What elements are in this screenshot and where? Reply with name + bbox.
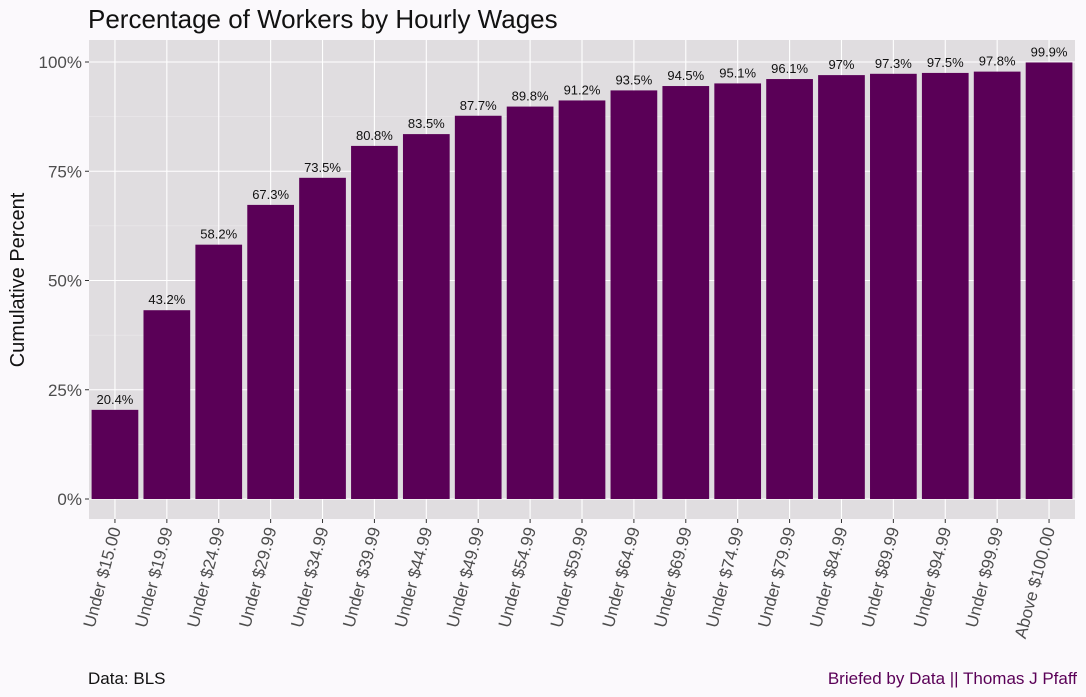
y-tick-label: 100% bbox=[39, 53, 82, 72]
bar bbox=[610, 90, 658, 499]
bar bbox=[662, 86, 710, 499]
bar-value-label: 97.5% bbox=[927, 55, 964, 70]
x-tick-label: Under $34.99 bbox=[287, 525, 332, 629]
x-tick-label: Under $29.99 bbox=[235, 525, 280, 629]
x-tick-label: Under $59.99 bbox=[547, 525, 592, 629]
x-tick-label: Under $89.99 bbox=[858, 525, 903, 629]
y-tick-label: 0% bbox=[57, 490, 82, 509]
bar-value-label: 43.2% bbox=[148, 292, 185, 307]
bar-value-label: 80.8% bbox=[356, 128, 393, 143]
bar bbox=[506, 106, 554, 499]
bar-value-label: 73.5% bbox=[304, 160, 341, 175]
x-tick-label: Under $54.99 bbox=[495, 525, 540, 629]
bar bbox=[714, 83, 762, 500]
bar-value-label: 20.4% bbox=[97, 392, 134, 407]
bar bbox=[91, 409, 139, 499]
bar bbox=[402, 134, 450, 500]
x-tick-label: Under $15.00 bbox=[80, 525, 125, 629]
x-tick-label: Under $49.99 bbox=[443, 525, 488, 629]
x-tick-label: Under $44.99 bbox=[391, 525, 436, 629]
bar bbox=[818, 75, 865, 500]
y-axis-title: Cumulative Percent bbox=[7, 192, 29, 367]
x-tick-label: Under $19.99 bbox=[132, 525, 177, 629]
bar bbox=[143, 310, 191, 499]
y-tick-label: 50% bbox=[48, 272, 82, 291]
bar bbox=[558, 100, 606, 500]
bar bbox=[247, 204, 294, 500]
bar-value-label: 94.5% bbox=[667, 68, 704, 83]
x-tick-label: Under $69.99 bbox=[651, 525, 696, 629]
x-tick-label: Under $79.99 bbox=[754, 525, 799, 629]
chart-title: Percentage of Workers by Hourly Wages bbox=[88, 4, 558, 34]
bar-value-label: 67.3% bbox=[252, 187, 289, 202]
y-tick-label: 25% bbox=[48, 381, 82, 400]
bar-value-label: 93.5% bbox=[615, 72, 652, 87]
x-tick-label: Under $24.99 bbox=[184, 525, 229, 629]
bar-value-label: 58.2% bbox=[200, 227, 237, 242]
bar-value-label: 87.7% bbox=[460, 98, 497, 113]
bar bbox=[351, 145, 398, 500]
bar-value-label: 89.8% bbox=[512, 89, 549, 104]
bar-value-label: 91.2% bbox=[564, 82, 601, 97]
bar bbox=[921, 72, 969, 500]
x-tick-label: Under $84.99 bbox=[806, 525, 851, 629]
bar bbox=[299, 177, 346, 499]
bar bbox=[766, 79, 813, 499]
x-tick-label: Under $94.99 bbox=[910, 525, 955, 629]
bar-value-label: 83.5% bbox=[408, 116, 445, 131]
x-tick-label: Under $64.99 bbox=[599, 525, 644, 629]
bar-value-label: 96.1% bbox=[771, 61, 808, 76]
bar bbox=[870, 73, 917, 499]
x-tick-label: Under $99.99 bbox=[962, 525, 1007, 629]
y-tick-label: 75% bbox=[48, 162, 82, 181]
bar-value-label: 95.1% bbox=[719, 65, 756, 80]
bar-value-label: 97.8% bbox=[979, 54, 1016, 69]
bar bbox=[454, 115, 502, 499]
x-tick-label: Under $74.99 bbox=[703, 525, 748, 629]
credit-caption: Briefed by Data || Thomas J Pfaff bbox=[827, 669, 1077, 688]
bar bbox=[195, 244, 243, 499]
x-tick-label: Above $100.00 bbox=[1011, 525, 1059, 640]
bar-value-label: 99.9% bbox=[1031, 44, 1068, 59]
bar-value-label: 97% bbox=[828, 57, 854, 72]
data-source-caption: Data: BLS bbox=[88, 669, 166, 688]
x-tick-label: Under $39.99 bbox=[339, 525, 384, 629]
bar-value-label: 97.3% bbox=[875, 56, 912, 71]
bar bbox=[973, 71, 1021, 499]
bar bbox=[1025, 62, 1073, 499]
